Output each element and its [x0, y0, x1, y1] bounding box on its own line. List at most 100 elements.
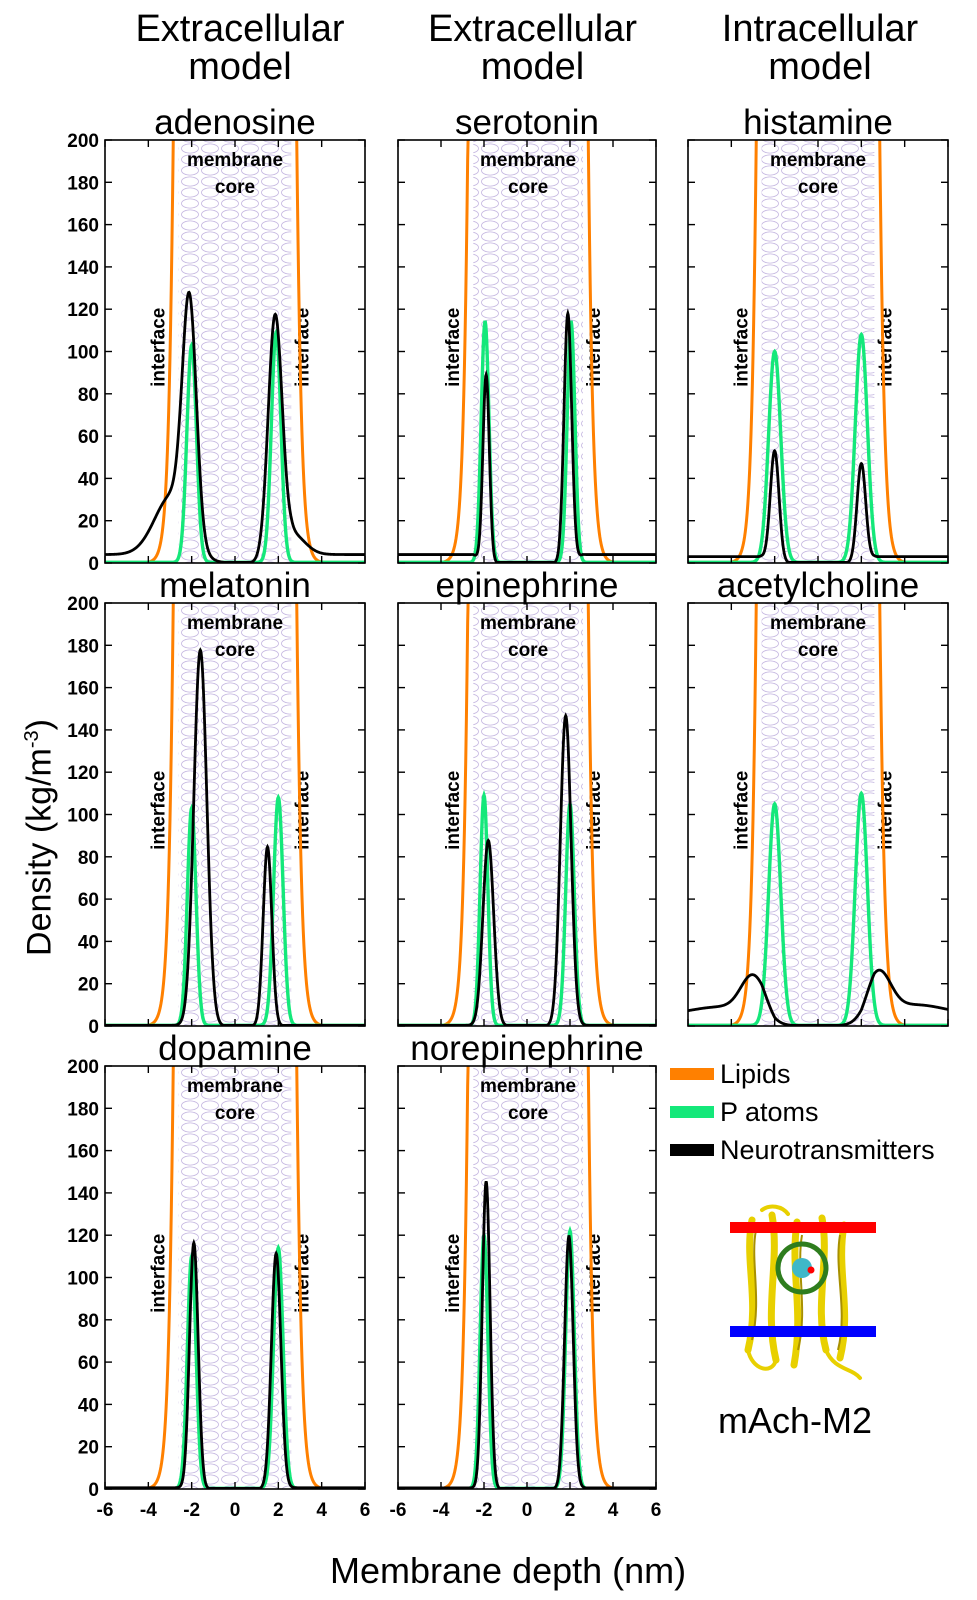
- membrane-label-line2-adenosine: core: [215, 177, 255, 198]
- intracellular-boundary-bar: [730, 1326, 876, 1337]
- interface-label-right-dopamine: interface: [292, 1234, 313, 1313]
- interface-label-right-epinephrine: interface: [584, 771, 605, 850]
- panel-title-serotonin: serotonin: [455, 103, 599, 142]
- membrane-label-line1-dopamine: membrane: [187, 1076, 283, 1097]
- interface-label-left-adenosine: interface: [149, 308, 170, 387]
- membrane-core-region-histamine: [761, 140, 875, 563]
- interface-label-left-dopamine: interface: [149, 1234, 170, 1313]
- x-tick-label-norepinephrine: -4: [433, 1500, 450, 1521]
- y-tick-label-dopamine: 20: [78, 1438, 99, 1459]
- interface-label-right-histamine: interface: [875, 308, 896, 387]
- membrane-label-line1-epinephrine: membrane: [480, 613, 576, 634]
- x-tick-label-dopamine: 6: [360, 1500, 371, 1521]
- membrane-label-line2-epinephrine: core: [508, 640, 548, 661]
- panel-melatonin: membrane core interface interface 0 20 40 60 80 1…: [67, 566, 366, 1038]
- y-tick-label-adenosine: 100: [67, 343, 99, 364]
- membrane-label-line2-dopamine: core: [215, 1103, 255, 1124]
- extracellular-boundary-bar: [730, 1222, 876, 1233]
- membrane-label-line1-acetylcholine: membrane: [770, 613, 866, 634]
- y-tick-label-melatonin: 80: [78, 848, 99, 869]
- panel-serotonin: membrane core interface interface serotonin: [397, 103, 657, 564]
- x-tick-label-dopamine: -2: [183, 1500, 200, 1521]
- y-axis-label-exponent: -3: [21, 730, 44, 749]
- x-tick-label-dopamine: 2: [273, 1500, 284, 1521]
- y-tick-label-dopamine: 0: [88, 1480, 99, 1501]
- legend-label-neurotransmitters: Neurotransmitters: [720, 1134, 935, 1165]
- y-tick-label-adenosine: 80: [78, 385, 99, 406]
- y-tick-label-melatonin: 180: [67, 636, 99, 657]
- y-tick-label-dopamine: 160: [67, 1142, 99, 1163]
- y-tick-label-adenosine: 60: [78, 427, 99, 448]
- interface-label-left-acetylcholine: interface: [732, 771, 753, 850]
- x-tick-label-norepinephrine: -6: [390, 1500, 407, 1521]
- x-tick-label-dopamine: 0: [230, 1500, 241, 1521]
- panel-adenosine: membrane core interface interface 0 20 40 60 80 1…: [67, 103, 366, 575]
- column-header-3: Intracellular model: [685, 10, 955, 86]
- y-tick-label-melatonin: 40: [78, 932, 99, 953]
- x-tick-label-dopamine: -4: [140, 1500, 157, 1521]
- interface-label-right-norepinephrine: interface: [584, 1234, 605, 1313]
- column-header-1-line2: model: [188, 46, 292, 88]
- y-tick-label-dopamine: 140: [67, 1184, 99, 1205]
- binding-site-ring-icon: [775, 1241, 829, 1295]
- panel-title-norepinephrine: norepinephrine: [410, 1029, 644, 1068]
- y-tick-label-melatonin: 60: [78, 890, 99, 911]
- interface-label-right-acetylcholine: interface: [875, 771, 896, 850]
- legend-swatch-p-atoms: [670, 1106, 714, 1118]
- y-tick-label-melatonin: 120: [67, 763, 99, 784]
- protein-structure-image: [730, 1204, 876, 1380]
- legend-item-p-atoms: P atoms: [670, 1093, 935, 1131]
- column-header-3-line1: Intracellular: [721, 8, 919, 50]
- panel-acetylcholine: membrane core interface interface acetylchol…: [687, 566, 949, 1027]
- membrane-label-line1-melatonin: membrane: [187, 613, 283, 634]
- y-tick-label-adenosine: 40: [78, 469, 99, 490]
- membrane-label-line2-serotonin: core: [508, 177, 548, 198]
- legend: Lipids P atoms Neurotransmitters: [670, 1055, 935, 1169]
- legend-item-neurotransmitters: Neurotransmitters: [670, 1131, 935, 1169]
- panel-title-histamine: histamine: [743, 103, 893, 142]
- x-tick-label-norepinephrine: 2: [565, 1500, 576, 1521]
- membrane-label-line1-adenosine: membrane: [187, 150, 283, 171]
- ligand-atom-icon: [807, 1266, 815, 1274]
- interface-label-left-serotonin: interface: [443, 308, 464, 387]
- x-tick-label-dopamine: -6: [97, 1500, 114, 1521]
- protein-label: mAch-M2: [718, 1400, 873, 1441]
- y-tick-label-adenosine: 180: [67, 173, 99, 194]
- legend-swatch-lipids: [670, 1068, 714, 1080]
- column-header-3-line2: model: [768, 46, 872, 88]
- interface-label-left-epinephrine: interface: [443, 771, 464, 850]
- x-tick-label-norepinephrine: 4: [608, 1500, 619, 1521]
- panel-epinephrine: membrane core interface interface epinephrin…: [397, 566, 657, 1027]
- y-tick-label-melatonin: 160: [67, 679, 99, 700]
- x-tick-label-dopamine: 4: [316, 1500, 327, 1521]
- column-header-1: Extracellular model: [100, 10, 380, 86]
- column-header-2-line1: Extracellular: [427, 8, 638, 50]
- panel-title-adenosine: adenosine: [154, 103, 316, 142]
- y-tick-label-dopamine: 180: [67, 1099, 99, 1120]
- y-tick-label-melatonin: 0: [88, 1017, 99, 1038]
- x-tick-label-norepinephrine: 6: [651, 1500, 662, 1521]
- y-axis-label-close: ): [20, 719, 59, 731]
- x-axis-label: Membrane depth (nm): [330, 1550, 687, 1591]
- membrane-label-line2-histamine: core: [798, 177, 838, 198]
- ligand-molecule-icon: [792, 1258, 812, 1278]
- y-tick-label-melatonin: 20: [78, 975, 99, 996]
- y-tick-label-dopamine: 60: [78, 1353, 99, 1374]
- y-tick-label-dopamine: 120: [67, 1226, 99, 1247]
- interface-label-left-melatonin: interface: [149, 771, 170, 850]
- interface-label-left-histamine: interface: [732, 308, 753, 387]
- panel-title-acetylcholine: acetylcholine: [717, 566, 919, 605]
- panel-norepinephrine: membrane core interface interface -6 -4 -2 0 2 4 6…: [390, 1029, 662, 1521]
- y-tick-label-adenosine: 140: [67, 258, 99, 279]
- membrane-core-region-acetylcholine: [761, 603, 875, 1026]
- legend-label-lipids: Lipids: [720, 1058, 791, 1089]
- y-tick-label-dopamine: 100: [67, 1269, 99, 1290]
- interface-label-right-melatonin: interface: [292, 771, 313, 850]
- y-tick-label-adenosine: 200: [67, 131, 99, 152]
- column-header-2-line2: model: [480, 46, 585, 88]
- y-tick-label-adenosine: 160: [67, 216, 99, 237]
- y-tick-label-adenosine: 0: [88, 554, 99, 575]
- legend-label-p-atoms: P atoms: [720, 1096, 819, 1127]
